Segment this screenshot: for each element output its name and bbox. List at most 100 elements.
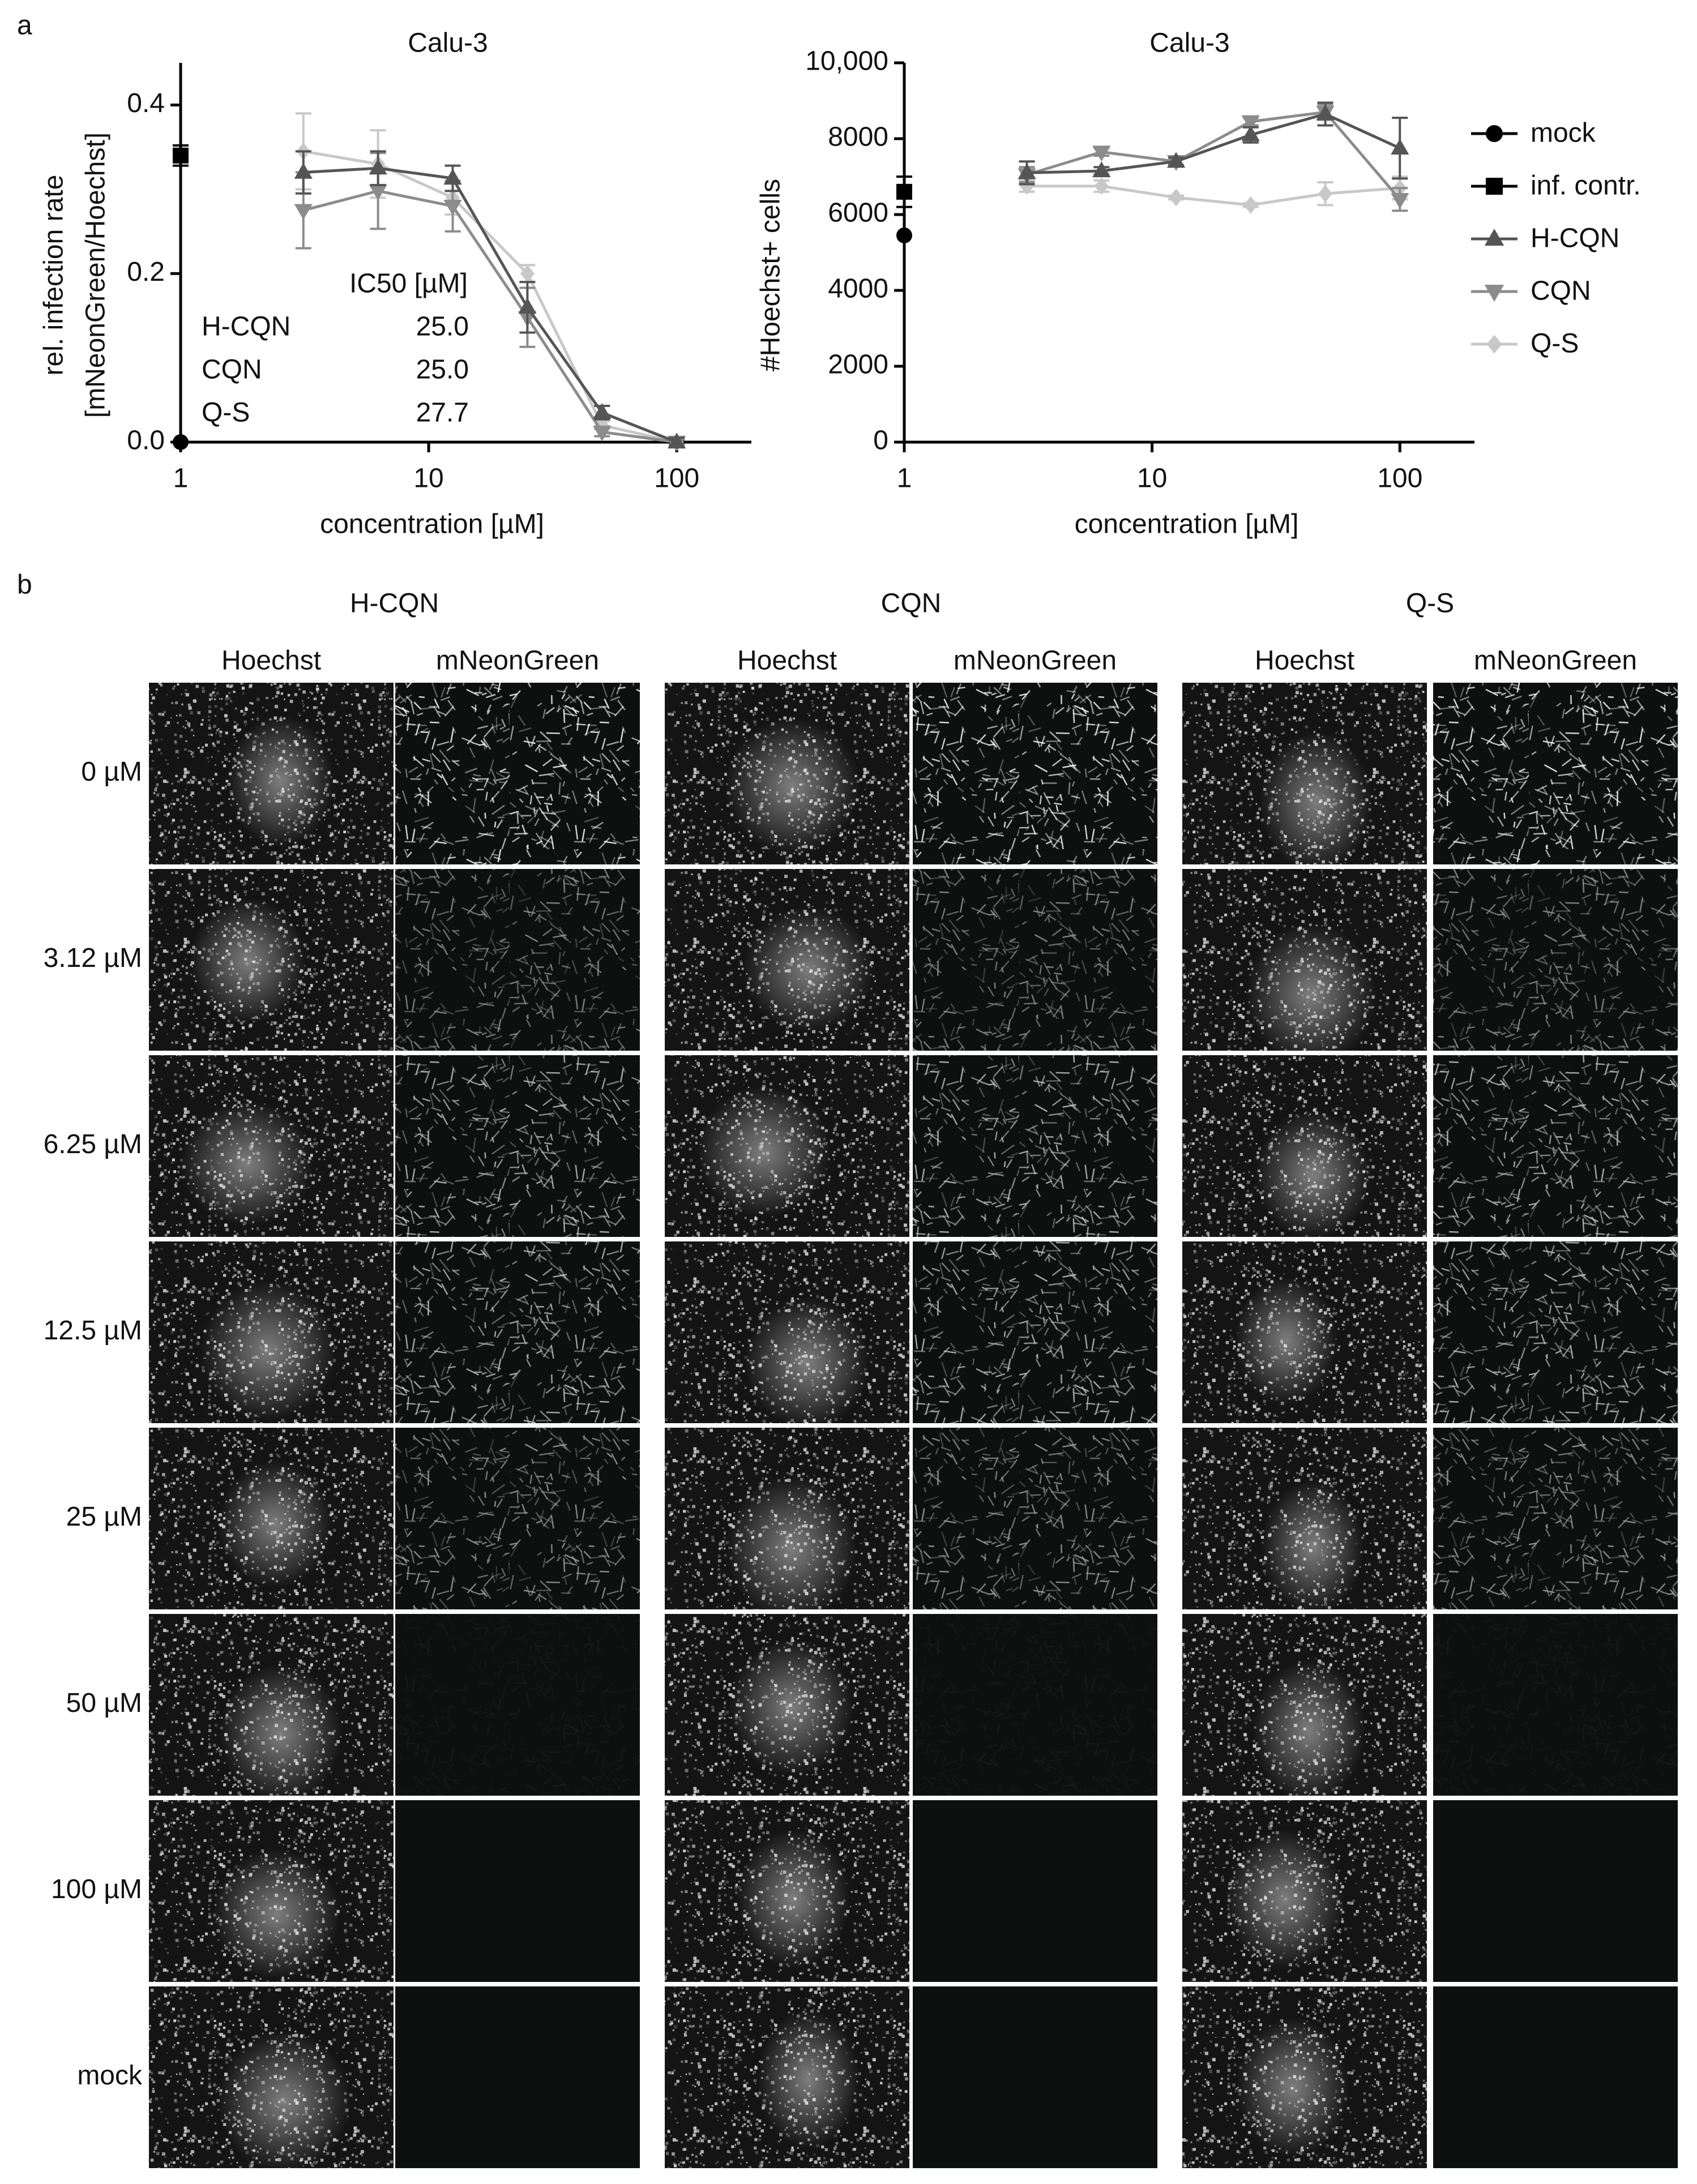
micrograph (395, 869, 640, 1051)
marker (1486, 335, 1502, 354)
micrograph (1182, 1241, 1427, 1423)
condition-label: 6.25 µM (44, 1129, 142, 1159)
y-axis-label: [mNeonGreen/Hoechst] (81, 132, 111, 418)
channel-label: Hoechst (221, 646, 321, 676)
micrograph (665, 1800, 909, 1982)
y-tick-label: 0.4 (127, 88, 165, 118)
y-tick-label: 8000 (828, 122, 888, 152)
micrograph (149, 1055, 394, 1237)
legend-label: Q-S (1531, 329, 1579, 359)
x-axis-label: concentration [µM] (320, 509, 544, 539)
marker (173, 434, 189, 450)
micrograph (1433, 1428, 1678, 1609)
micrograph (1182, 869, 1427, 1067)
x-tick-label: 1 (173, 464, 189, 494)
series-line (303, 149, 677, 444)
marker (1484, 285, 1504, 302)
micrograph (395, 1614, 640, 1796)
condition-label: 50 µM (66, 1688, 142, 1718)
micrograph (913, 869, 1157, 1051)
micrograph (1182, 1428, 1427, 1614)
micrograph (395, 1986, 640, 2168)
micrograph (395, 1800, 640, 1982)
marker (1243, 196, 1258, 214)
marker (443, 199, 462, 216)
y-tick-label: 0.0 (127, 426, 165, 456)
series-line (303, 189, 677, 444)
micrograph (149, 1241, 394, 1423)
channel-label: Hoechst (1255, 646, 1354, 676)
table-cell: CQN (202, 355, 262, 385)
marker (1484, 229, 1504, 246)
y-tick-label: 2000 (828, 350, 888, 380)
table-cell: H-CQN (202, 312, 290, 342)
micrograph (1433, 1055, 1678, 1237)
table-cell: 25.0 (416, 355, 469, 385)
x-tick-label: 10 (413, 464, 443, 494)
channel-label: Hoechst (737, 646, 837, 676)
marker (1019, 177, 1035, 195)
marker (1318, 185, 1333, 203)
micrograph (913, 1055, 1157, 1237)
table-cell: Q-S (202, 398, 250, 428)
micrograph (913, 1614, 1157, 1796)
micrograph (1182, 1986, 1427, 2168)
micrograph (1182, 683, 1427, 873)
micrograph (1182, 1614, 1427, 1802)
series-line (1027, 112, 1401, 174)
series-line (303, 166, 678, 444)
micrograph (395, 1241, 640, 1423)
marker (369, 159, 387, 175)
marker (443, 169, 462, 185)
micrograph (665, 1614, 909, 1796)
table-cell: 27.7 (416, 398, 469, 428)
x-tick-label: 100 (1377, 464, 1422, 494)
marker (1166, 152, 1186, 168)
condition-label: mock (77, 2061, 143, 2091)
marker (1486, 125, 1503, 142)
y-axis-label: rel. infection rate (39, 175, 69, 376)
micrograph (665, 869, 909, 1051)
condition-label: 12.5 µM (44, 1316, 142, 1346)
marker (1018, 163, 1036, 179)
x-tick-label: 100 (654, 464, 699, 494)
micrograph (395, 1428, 640, 1609)
marker (593, 425, 612, 442)
micrograph (665, 1055, 909, 1237)
compound-label: CQN (881, 589, 942, 619)
chart-title: Calu-3 (408, 28, 488, 58)
micrograph (149, 1800, 394, 1982)
micrograph (913, 1241, 1157, 1423)
marker (1094, 177, 1109, 195)
table-header: IC50 [µM] (349, 269, 468, 299)
marker (173, 147, 189, 164)
micrograph (1433, 1800, 1678, 1982)
micrograph (913, 1428, 1157, 1609)
marker (1391, 193, 1409, 209)
x-tick-label: 1 (897, 464, 912, 494)
marker (1241, 115, 1260, 131)
micrograph (665, 1986, 909, 2168)
marker (369, 185, 387, 201)
marker (294, 162, 313, 179)
micrograph (149, 683, 394, 864)
channel-label: mNeonGreen (954, 646, 1117, 676)
marker (1391, 138, 1409, 155)
micrograph (1182, 1055, 1427, 1240)
condition-label: 3.12 µM (44, 943, 142, 973)
marker (668, 432, 686, 449)
condition-label: 25 µM (66, 1502, 142, 1532)
compound-label: Q-S (1406, 589, 1454, 619)
micrograph (913, 1986, 1157, 2168)
micrograph (1433, 683, 1678, 864)
micrograph (665, 1241, 909, 1429)
y-tick-label: 6000 (828, 198, 888, 228)
marker (1092, 145, 1111, 162)
table-cell: 25.0 (416, 312, 469, 342)
x-tick-label: 10 (1137, 464, 1167, 494)
condition-label: 100 µM (51, 1874, 142, 1904)
marker (896, 227, 912, 243)
micrograph (1433, 869, 1678, 1051)
chart-title: Calu-3 (1149, 28, 1229, 58)
micrograph (665, 1428, 909, 1622)
